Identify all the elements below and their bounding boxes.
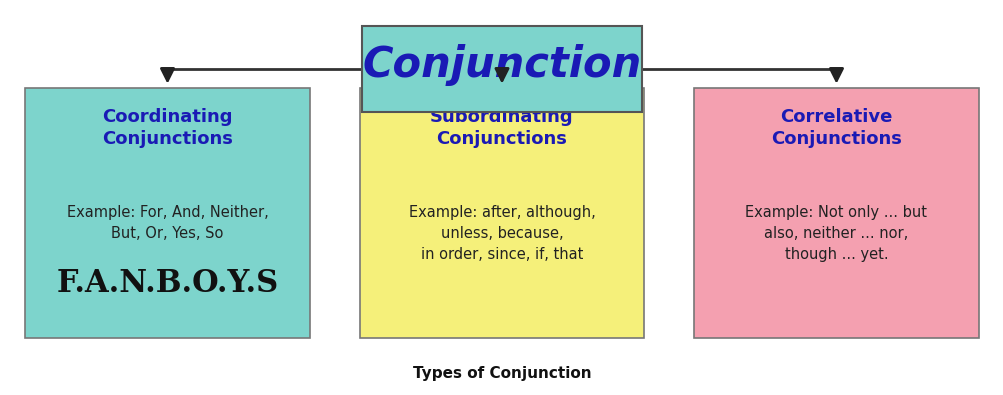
Text: Subordinating
Conjunctions: Subordinating Conjunctions — [429, 108, 574, 148]
FancyBboxPatch shape — [25, 88, 310, 338]
Text: Coordinating
Conjunctions: Coordinating Conjunctions — [102, 108, 233, 148]
Text: F.A.N.B.O.Y.S: F.A.N.B.O.Y.S — [56, 268, 279, 299]
Text: Example: For, And, Neither,
But, Or, Yes, So: Example: For, And, Neither, But, Or, Yes… — [66, 205, 268, 241]
FancyBboxPatch shape — [362, 26, 641, 112]
Text: Types of Conjunction: Types of Conjunction — [412, 365, 591, 380]
Text: Conjunction: Conjunction — [362, 44, 641, 86]
Text: Correlative
Conjunctions: Correlative Conjunctions — [770, 108, 901, 148]
FancyBboxPatch shape — [359, 88, 644, 338]
Text: Example: after, although,
unless, because,
in order, since, if, that: Example: after, although, unless, becaus… — [408, 205, 595, 262]
Text: Example: Not only ... but
also, neither ... nor,
though ... yet.: Example: Not only ... but also, neither … — [745, 205, 927, 262]
FancyBboxPatch shape — [693, 88, 978, 338]
